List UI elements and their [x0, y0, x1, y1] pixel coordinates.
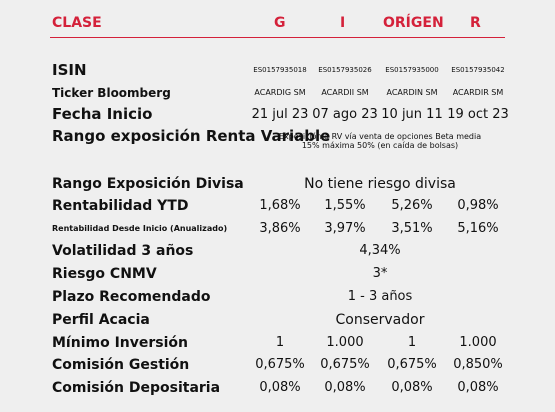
row-value: 21 jul 23: [251, 107, 309, 122]
row-value: 0,08%: [391, 380, 433, 395]
row-value: 0,675%: [387, 357, 437, 372]
header-cell: G: [274, 15, 286, 31]
row-value: 1.000: [326, 335, 364, 350]
row-value: 0,675%: [320, 357, 370, 372]
row-value: 0,98%: [457, 198, 499, 213]
row-label: Riesgo CNMV: [52, 265, 157, 282]
row-value: 10 jun 11: [381, 107, 443, 122]
row-label: ISIN: [52, 61, 87, 79]
row-value: No tiene riesgo divisa: [304, 175, 456, 192]
row-value: 0,08%: [259, 380, 301, 395]
row-value: 0,850%: [453, 357, 503, 372]
row-label: Rango exposición Renta Variable: [52, 127, 331, 145]
row-label: Fecha Inicio: [52, 105, 153, 123]
row-value: 1: [407, 335, 417, 350]
row-label: Volatilidad 3 años: [52, 242, 194, 259]
header-rule: [50, 37, 505, 38]
row-value: 3*: [372, 266, 388, 281]
row-value: 0,675%: [255, 357, 305, 372]
row-value: 3,97%: [324, 221, 366, 236]
row-label: Plazo Recomendado: [52, 288, 211, 305]
row-value: 5,16%: [457, 221, 499, 236]
header-cell: R: [470, 15, 481, 31]
row-value: Exposición a RV vía venta de opciones Be…: [278, 131, 482, 151]
row-value: 07 ago 23: [312, 107, 378, 122]
row-value: 3,86%: [259, 221, 301, 236]
row-value: ES0157935042: [451, 66, 505, 74]
row-label: Comisión Gestión: [52, 356, 190, 373]
row-label: Rentabilidad Desde Inicio (Anualizado): [52, 223, 228, 233]
row-value: 1 - 3 años: [347, 289, 413, 304]
row-value: 19 oct 23: [447, 107, 509, 122]
row-value: 4,34%: [359, 243, 401, 258]
row-label: Mínimo Inversión: [52, 334, 188, 351]
row-value: ES0157935018: [253, 66, 307, 74]
row-value: 1,55%: [324, 198, 366, 213]
row-value: ACARDIN SM: [386, 87, 438, 97]
row-value: 5,26%: [391, 198, 433, 213]
row-value: ES0157935000: [385, 66, 439, 74]
row-value: 1.000: [459, 335, 497, 350]
row-value: Conservador: [335, 311, 425, 328]
row-label: Ticker Bloomberg: [52, 85, 171, 100]
header-cell: CLASE: [52, 15, 102, 31]
row-label: Comisión Depositaria: [52, 379, 221, 396]
row-value: 0,08%: [324, 380, 366, 395]
header-cell: I: [340, 15, 346, 31]
row-value: ES0157935026: [318, 66, 372, 74]
row-value: 1: [275, 335, 285, 350]
header-cell: ORÍGEN: [383, 15, 444, 31]
row-label: Perfil Acacia: [52, 311, 150, 328]
row-value: 0,08%: [457, 380, 499, 395]
row-label: Rango Exposición Divisa: [52, 175, 244, 192]
row-value: ACARDIG SM: [254, 87, 306, 97]
row-value: 1,68%: [259, 198, 301, 213]
row-label: Rentabilidad YTD: [52, 197, 189, 214]
row-value: ACARDIR SM: [452, 87, 504, 97]
row-value: ACARDII SM: [321, 87, 369, 97]
row-value: 3,51%: [391, 221, 433, 236]
